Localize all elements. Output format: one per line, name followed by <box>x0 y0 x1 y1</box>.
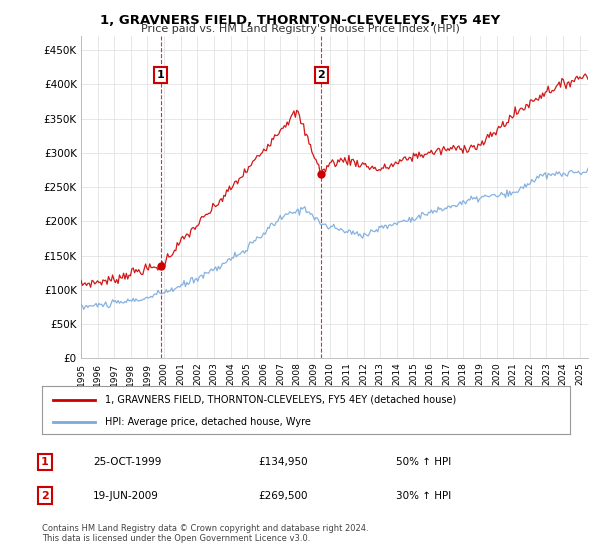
Text: 1: 1 <box>41 457 49 467</box>
Text: Contains HM Land Registry data © Crown copyright and database right 2024.
This d: Contains HM Land Registry data © Crown c… <box>42 524 368 543</box>
Text: 50% ↑ HPI: 50% ↑ HPI <box>396 457 451 467</box>
Text: 1: 1 <box>157 70 164 80</box>
Text: 1, GRAVNERS FIELD, THORNTON-CLEVELEYS, FY5 4EY: 1, GRAVNERS FIELD, THORNTON-CLEVELEYS, F… <box>100 14 500 27</box>
Text: 1, GRAVNERS FIELD, THORNTON-CLEVELEYS, FY5 4EY (detached house): 1, GRAVNERS FIELD, THORNTON-CLEVELEYS, F… <box>106 395 457 405</box>
Text: Price paid vs. HM Land Registry's House Price Index (HPI): Price paid vs. HM Land Registry's House … <box>140 24 460 34</box>
Text: HPI: Average price, detached house, Wyre: HPI: Average price, detached house, Wyre <box>106 417 311 427</box>
Text: £269,500: £269,500 <box>258 491 308 501</box>
Text: 2: 2 <box>41 491 49 501</box>
Text: 25-OCT-1999: 25-OCT-1999 <box>93 457 161 467</box>
Text: 30% ↑ HPI: 30% ↑ HPI <box>396 491 451 501</box>
Text: 19-JUN-2009: 19-JUN-2009 <box>93 491 159 501</box>
Text: £134,950: £134,950 <box>258 457 308 467</box>
Text: 2: 2 <box>317 70 325 80</box>
